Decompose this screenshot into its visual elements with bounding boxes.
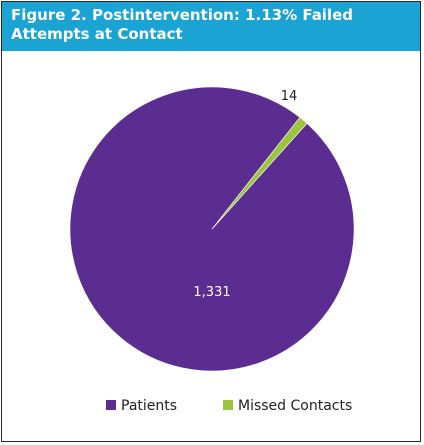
legend: Patients Missed Contacts <box>106 398 352 414</box>
legend-swatch-patients <box>106 400 116 410</box>
data-label-patients: 1,331 <box>193 285 230 300</box>
legend-label-missed-contacts: Missed Contacts <box>238 398 352 414</box>
figure-title: Figure 2. Postintervention: 1.13% Failed… <box>2 2 420 51</box>
legend-label-patients: Patients <box>121 398 177 414</box>
legend-swatch-missed-contacts <box>223 400 233 410</box>
pie-data-labels: 1,331 14 <box>193 89 297 300</box>
data-label-missed-contacts: 14 <box>281 89 298 104</box>
legend-item-missed-contacts: Missed Contacts <box>223 398 352 414</box>
pie-chart: 1,331 14 Patients Missed Contacts <box>69 86 355 414</box>
pie-slice-missed-contacts <box>211 117 308 230</box>
pie-slices <box>69 86 355 372</box>
legend-item-patients: Patients <box>106 398 177 414</box>
